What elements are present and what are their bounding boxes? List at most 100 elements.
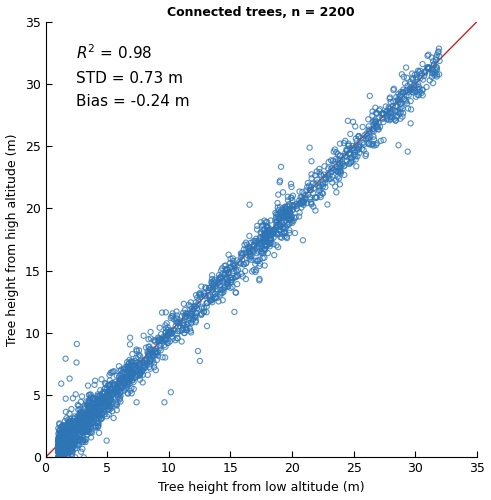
Point [55,442,63,450]
Point [354,146,361,154]
Point [145,348,153,356]
Point [221,284,229,292]
Point [79,422,86,430]
Point [127,364,135,372]
Point [127,369,135,377]
Point [334,173,342,181]
Point [284,196,292,204]
Point [96,402,104,410]
Point [266,236,274,244]
Point [86,396,94,404]
Point [87,390,95,398]
Point [84,408,92,416]
Point [298,198,306,206]
Point [351,148,359,156]
Point [283,234,291,242]
Point [69,428,77,436]
Point [270,226,277,234]
Point [262,242,270,250]
Point [163,320,171,328]
Point [64,434,72,442]
Point [65,432,73,440]
Point [204,292,212,300]
Point [269,230,277,238]
Point [281,206,289,214]
Point [274,243,282,251]
Point [82,410,90,418]
Point [62,421,70,429]
Point [211,290,218,298]
Point [400,88,408,96]
Point [58,437,66,445]
Point [125,380,133,388]
Point [106,380,114,388]
Point [325,169,332,177]
Point [171,336,179,344]
Point [60,432,68,440]
Point [307,200,315,208]
Point [237,250,245,258]
Point [134,366,142,374]
Point [178,326,186,334]
Point [97,411,105,419]
Point [328,173,336,181]
Point [77,410,84,418]
Point [64,426,72,434]
Point [221,270,229,278]
Point [407,106,415,114]
Point [186,324,194,332]
Point [116,394,124,402]
Point [271,226,278,234]
Point [123,381,131,389]
Point [402,64,410,72]
Point [100,388,108,396]
Point [130,358,137,366]
Point [277,163,285,171]
Point [397,88,405,96]
Point [372,141,380,149]
Point [262,218,270,226]
Point [64,416,72,424]
Point [258,247,266,255]
Point [66,438,74,446]
Point [87,407,95,415]
Point [62,408,70,416]
Point [82,416,90,424]
Point [94,408,102,416]
Point [252,239,260,247]
Point [65,433,73,441]
Point [69,430,77,438]
Point [384,115,392,123]
Point [92,404,100,411]
Point [76,422,83,430]
Point [60,435,68,443]
Point [380,109,387,117]
Point [212,294,220,302]
Point [57,380,65,388]
Point [82,424,89,432]
Point [407,97,414,105]
Point [55,429,63,437]
Point [85,398,93,406]
Point [63,449,71,457]
Point [298,193,305,201]
Point [220,284,228,292]
Point [107,402,114,410]
Point [210,295,218,303]
Point [73,424,81,432]
Point [85,391,93,399]
Point [411,88,419,96]
Point [81,436,89,444]
Point [409,88,417,96]
Point [127,373,135,381]
Point [84,402,92,409]
Point [315,186,323,194]
Point [275,226,283,234]
Point [57,442,65,450]
Point [218,289,226,297]
Point [58,449,66,457]
Point [99,397,107,405]
Point [60,435,68,443]
Point [260,246,268,254]
Point [262,240,270,248]
